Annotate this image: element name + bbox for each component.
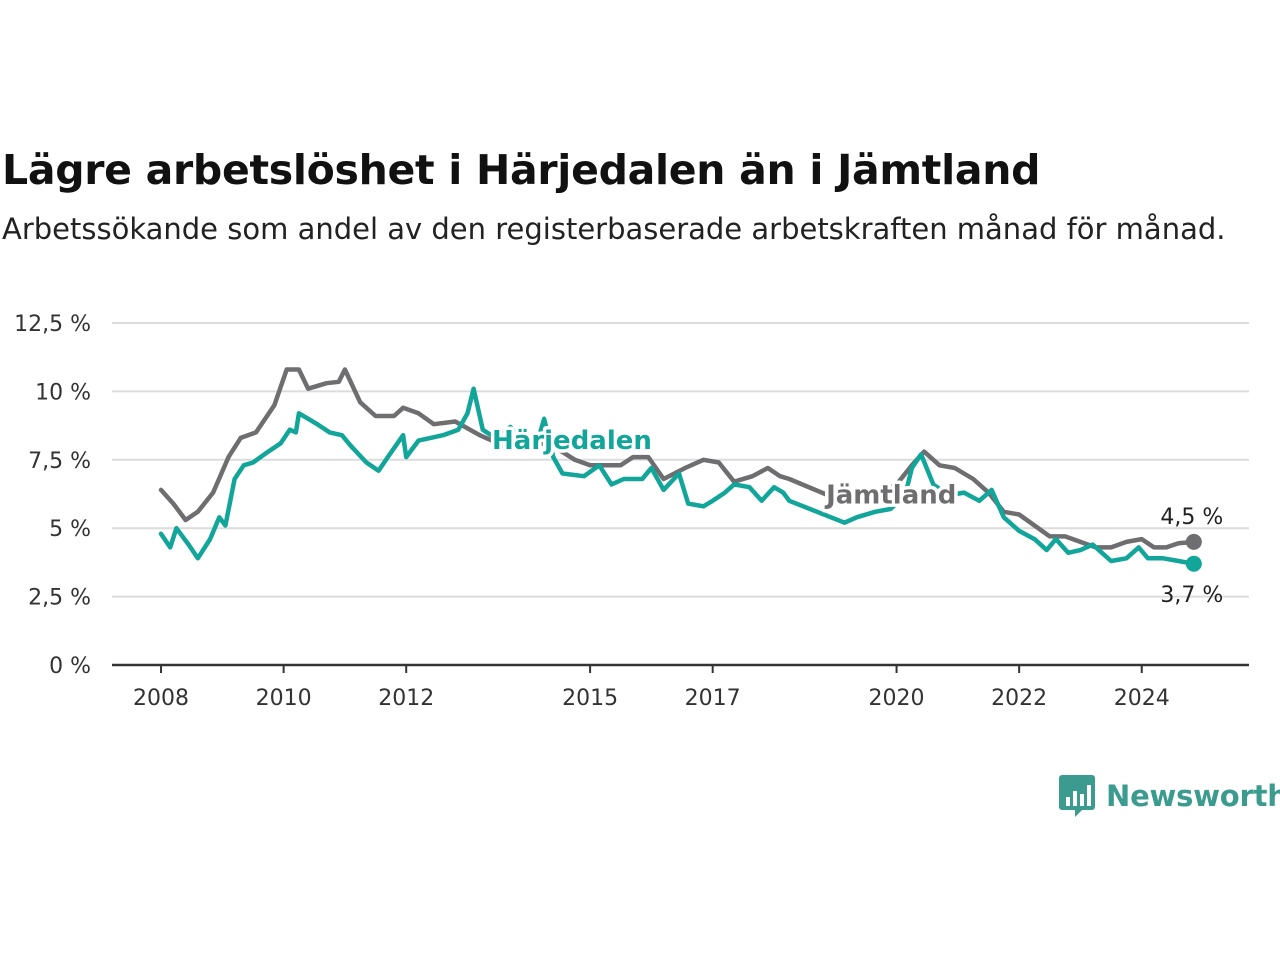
y-tick-label: 2,5 % <box>28 586 91 611</box>
gridlines <box>112 322 1249 598</box>
series-line-jämtland <box>158 367 1197 550</box>
x-tick-label: 2024 <box>1114 686 1170 711</box>
end-value-label: 4,5 % <box>1160 505 1223 530</box>
brand: Newsworthy <box>1058 773 1280 819</box>
x-tick-label: 2010 <box>256 686 312 711</box>
x-axis: 2008 2010 2012 2015 2017 2020 2022 2024 <box>112 663 1249 711</box>
chart-subtitle: Arbetssökande som andel av den registerb… <box>2 212 1226 246</box>
y-tick-label: 0 % <box>49 654 91 679</box>
x-tick-label: 2008 <box>133 686 189 711</box>
y-tick-label: 7,5 % <box>28 449 91 474</box>
inline-series-label: Härjedalen <box>492 426 652 456</box>
end-marker-härjedalen <box>1185 555 1202 572</box>
series-lines <box>158 367 1197 567</box>
end-value-label: 3,7 % <box>1160 583 1223 608</box>
x-tick-label: 2022 <box>991 686 1047 711</box>
brand-name: Newsworthy <box>1106 779 1280 813</box>
chart-title: Lägre arbetslöshet i Härjedalen än i Jäm… <box>2 146 1041 194</box>
y-tick-label: 12,5 % <box>14 312 91 337</box>
x-tick-label: 2012 <box>378 686 434 711</box>
x-tick-label: 2017 <box>685 686 741 711</box>
x-tick-label: 2020 <box>869 686 925 711</box>
y-tick-label: 10 % <box>35 380 91 405</box>
end-marker-jämtland <box>1185 533 1202 550</box>
inline-series-label: Jämtland <box>824 481 956 511</box>
newsworthy-logo-icon <box>1059 775 1095 817</box>
series-end-markers: 4,5 % 3,7 % <box>1160 505 1223 608</box>
x-tick-label: 2015 <box>562 686 618 711</box>
y-tick-label: 5 % <box>49 517 91 542</box>
line-chart: 0 %2,5 %5 %7,5 %10 %12,5 % 2008 2010 2012 2… <box>14 312 1249 711</box>
y-axis-labels: 0 % 2,5 % 5 % 7,5 % 10 % 12,5 % <box>14 312 91 679</box>
series-inline-labels: Härjedalen Jämtland <box>489 422 960 514</box>
series-line-härjedalen <box>158 386 1197 567</box>
